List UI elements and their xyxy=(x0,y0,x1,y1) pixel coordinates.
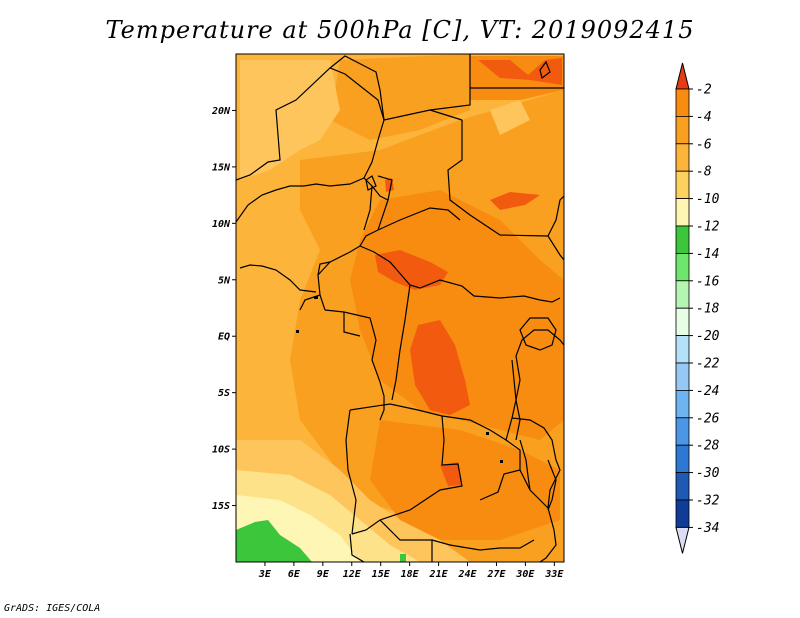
colorbar-label: -32 xyxy=(696,494,720,509)
colorbar-label: -4 xyxy=(696,110,712,125)
lon-tick-label: 30E xyxy=(515,569,535,580)
lon-tick-label: 3E xyxy=(258,569,272,580)
colorbar-swatch xyxy=(675,389,690,419)
lat-tick-label: 5N xyxy=(218,275,231,286)
lat-tick-label: 20N xyxy=(211,106,231,117)
colorbar-swatch xyxy=(675,280,690,309)
latitude-axis: 20N 15N 10N 5N EQ 5S 10S 15S xyxy=(211,106,236,512)
lon-tick-label: 27E xyxy=(486,569,506,580)
colorbar-label: -22 xyxy=(696,357,720,372)
colorbar-swatch xyxy=(675,143,690,172)
colorbar-label: -20 xyxy=(696,329,720,344)
field-region-minus2-d xyxy=(478,58,562,85)
colorbar-swatch xyxy=(675,444,690,474)
longitude-axis: 3E 6E 9E 12E 15E 18E 21E 24E 27E 30E 33E xyxy=(258,562,564,580)
lat-tick-label: 15N xyxy=(212,162,231,173)
field-region-minus2-c xyxy=(490,192,540,210)
colorbar-label: -2 xyxy=(696,83,712,98)
lon-tick-label: 15E xyxy=(372,569,391,580)
colorbar-label: -6 xyxy=(696,137,712,152)
lat-tick-label: 15S xyxy=(212,501,230,512)
colorbar-label: -28 xyxy=(696,439,720,454)
colorbar-swatch xyxy=(675,170,690,199)
field-region-minus2-a xyxy=(375,250,448,290)
lon-tick-label: 33E xyxy=(544,569,564,580)
lat-tick-label: 10S xyxy=(212,445,230,456)
colorbar-swatch xyxy=(675,417,690,446)
lakes xyxy=(365,60,557,511)
lon-tick-label: 21E xyxy=(429,569,449,580)
lon-tick-label: 12E xyxy=(343,569,362,580)
field-region-minus4-south xyxy=(370,420,560,540)
colorbar-swatch xyxy=(675,307,690,337)
colorbar-swatch xyxy=(675,116,690,145)
field-region-minus2-b xyxy=(410,320,470,415)
country-borders xyxy=(236,54,564,562)
field-region-minus6-north xyxy=(330,54,470,140)
field-region-minus14 xyxy=(236,520,312,562)
colorbar-swatch xyxy=(675,335,690,364)
colorbar-label: -16 xyxy=(696,274,720,289)
colorbar-label: -24 xyxy=(696,384,719,399)
lat-tick-label: 10N xyxy=(212,219,231,230)
colorbar-swatch xyxy=(675,499,690,528)
colorbar-swatch xyxy=(675,198,690,227)
temperature-field xyxy=(236,54,564,562)
lon-tick-label: 6E xyxy=(288,569,301,580)
colorbar-swatch xyxy=(675,362,690,391)
colorbar-swatch xyxy=(675,472,690,501)
colorbar-label: -8 xyxy=(696,165,712,180)
colorbar-label: -10 xyxy=(696,192,720,207)
colorbar-label: -30 xyxy=(696,466,720,481)
field-region-minus8-ne xyxy=(490,100,530,135)
colorbar-top-arrow xyxy=(675,62,690,90)
lat-tick-label: 5S xyxy=(218,388,230,399)
colorbar-swatch xyxy=(675,225,690,254)
lat-tick-label: EQ xyxy=(218,332,230,343)
lon-tick-label: 24E xyxy=(457,569,477,580)
colorbar: -2 -4 -6 -8 -10 -12 -14 -16 -18 -20 -22 -24 -26 -28 -3… xyxy=(675,62,720,554)
map-frame xyxy=(235,53,565,563)
colorbar-bottom-arrow xyxy=(675,526,690,554)
lon-tick-label: 18E xyxy=(401,569,420,580)
field-region-minus8-north xyxy=(240,60,340,180)
lon-tick-label: 9E xyxy=(317,569,330,580)
chart-title: Temperature at 500hPa [C], VT: 201909241… xyxy=(105,16,695,44)
colorbar-swatch xyxy=(675,252,690,282)
colorbar-label: -34 xyxy=(696,521,719,536)
colorbar-label: -18 xyxy=(696,302,720,317)
colorbar-label: -12 xyxy=(696,220,720,235)
coast-fragments xyxy=(296,296,503,463)
field-region-minus2-e xyxy=(440,462,462,486)
colorbar-label: -26 xyxy=(696,411,720,426)
footer-credit: GrADS: IGES/COLA xyxy=(4,603,101,614)
colorbar-swatch xyxy=(675,88,690,117)
colorbar-label: -14 xyxy=(696,247,719,262)
field-region-minus14-small xyxy=(400,554,406,562)
